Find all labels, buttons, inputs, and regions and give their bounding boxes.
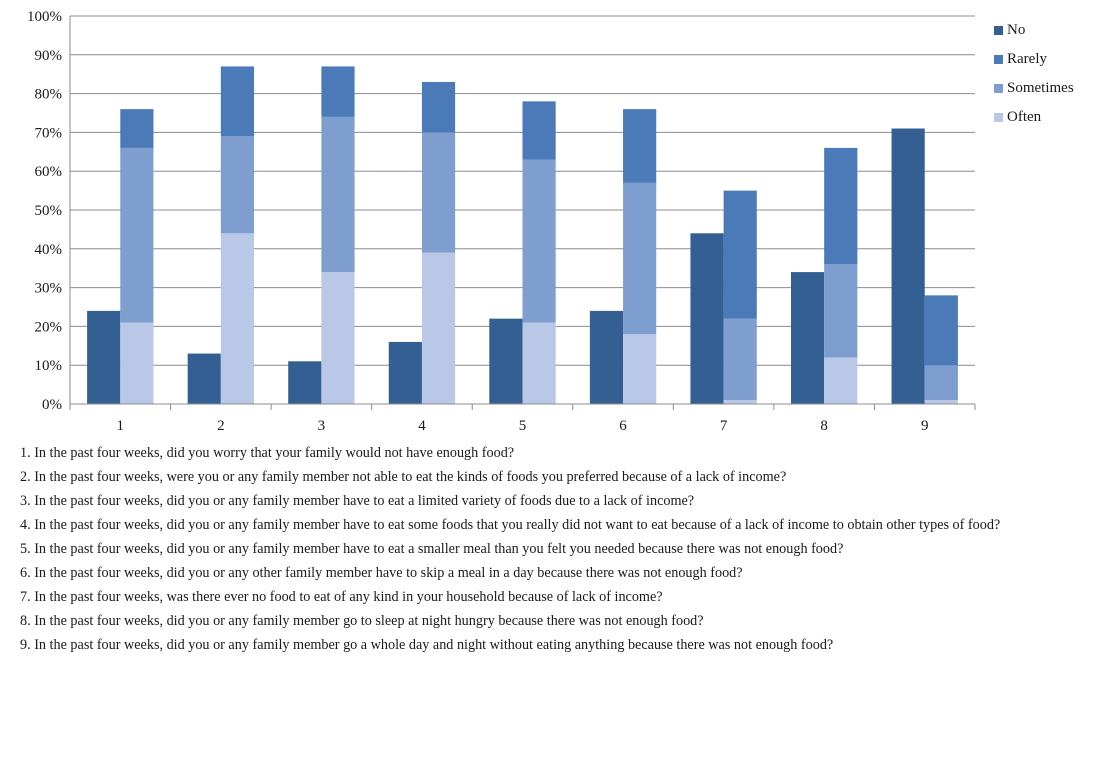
y-tick-label: 30% (35, 281, 63, 297)
legend-label-rarely: Rarely (1007, 51, 1047, 67)
question-notes: 1. In the past four weeks, did you worry… (20, 444, 1080, 660)
y-tick-label: 10% (35, 358, 63, 374)
question-note-6: 6. In the past four weeks, did you or an… (20, 565, 743, 581)
question-note-4: 4. In the past four weeks, did you or an… (20, 517, 1001, 533)
x-tick-label: 9 (921, 418, 929, 434)
legend-label-often: Often (1007, 109, 1042, 125)
legend-item-no: No (994, 16, 1074, 45)
bar-segment-sometimes (220, 136, 255, 234)
bar-segment-often (421, 252, 456, 404)
bar-segment-rarely (321, 66, 355, 117)
question-note-2: 2. In the past four weeks, were you or a… (20, 469, 787, 485)
legend-swatch-often (994, 113, 1003, 122)
bar-segment-sometimes (120, 147, 154, 323)
bar-segment-often (623, 334, 657, 404)
x-axis (69, 16, 976, 410)
bar-segment-sometimes (421, 132, 456, 253)
bar-segment-no (187, 353, 221, 404)
bar-segment-no (790, 272, 825, 404)
bar-segment-sometimes (321, 116, 355, 273)
y-tick-label: 80% (35, 87, 63, 103)
bar-segment-rarely (120, 109, 154, 148)
bar-segment-sometimes (924, 365, 958, 401)
x-tick-label: 3 (318, 418, 326, 434)
x-tick-label: 5 (519, 418, 527, 434)
bar-segment-often (824, 357, 858, 404)
x-axis-tick-labels: 1 2 3 4 5 6 7 8 9 (117, 418, 929, 434)
y-tick-label: 100% (27, 9, 62, 25)
x-tick-label: 6 (619, 418, 627, 434)
legend: No Rarely Sometimes Often (994, 16, 1074, 132)
bar-segment-sometimes (824, 264, 858, 358)
stacked-bar-chart: 0% 10% 20% 30% 40% 50% 60% 70% 80% 90% 100% 1 2 3 4 5 6… (27, 9, 976, 434)
y-tick-label: 70% (35, 125, 63, 141)
bar-segment-no (288, 361, 322, 404)
legend-swatch-no (994, 26, 1003, 35)
question-note-8: 8. In the past four weeks, did you or an… (20, 613, 704, 629)
x-tick-label: 8 (820, 418, 828, 434)
bar-segment-sometimes (522, 159, 556, 323)
x-tick-label: 2 (217, 418, 225, 434)
bar-segment-often (321, 272, 355, 404)
y-tick-label: 20% (35, 319, 63, 335)
bar-segment-often (522, 322, 556, 404)
bar-segment-no (87, 310, 121, 404)
y-tick-label: 50% (35, 203, 63, 219)
bar-segment-rarely (220, 66, 255, 137)
question-note-3: 3. In the past four weeks, did you or an… (20, 493, 695, 509)
bar-segment-rarely (522, 101, 556, 160)
bar-segment-often (924, 400, 958, 404)
bar-segment-rarely (924, 295, 958, 366)
bar-segment-often (220, 233, 255, 404)
legend-label-no: No (1007, 22, 1026, 38)
bar-segment-sometimes (723, 318, 757, 401)
x-tick-label: 1 (117, 418, 125, 434)
question-note-9: 9. In the past four weeks, did you or an… (20, 637, 834, 653)
bar-segment-no (589, 310, 624, 404)
legend-item-rarely: Rarely (994, 45, 1074, 74)
bar-segment-often (723, 400, 757, 404)
bar-segment-rarely (824, 147, 858, 265)
question-note-7: 7. In the past four weeks, was there eve… (20, 589, 663, 605)
legend-item-often: Often (994, 103, 1074, 132)
y-tick-label: 40% (35, 242, 63, 258)
bar-segment-rarely (623, 109, 657, 183)
bar-segment-no (891, 128, 925, 404)
y-tick-label: 60% (35, 164, 63, 180)
bars (87, 66, 958, 404)
legend-swatch-rarely (994, 55, 1003, 64)
y-tick-label: 0% (42, 397, 62, 413)
question-note-5: 5. In the past four weeks, did you or an… (20, 541, 844, 557)
bar-segment-often (120, 322, 154, 404)
bar-segment-no (388, 341, 422, 404)
bar-segment-rarely (421, 81, 456, 133)
bar-segment-sometimes (623, 182, 657, 335)
bar-segment-no (690, 233, 724, 404)
bar-segment-no (489, 318, 523, 404)
y-tick-label: 90% (35, 48, 63, 64)
legend-label-sometimes: Sometimes (1007, 80, 1074, 96)
x-tick-label: 7 (720, 418, 728, 434)
legend-item-sometimes: Sometimes (994, 74, 1074, 103)
x-tick-label: 4 (418, 418, 426, 434)
question-note-1: 1. In the past four weeks, did you worry… (20, 445, 515, 461)
legend-swatch-sometimes (994, 84, 1003, 93)
bar-segment-rarely (723, 190, 757, 319)
y-axis-tick-labels: 0% 10% 20% 30% 40% 50% 60% 70% 80% 90% 100% (27, 9, 62, 413)
